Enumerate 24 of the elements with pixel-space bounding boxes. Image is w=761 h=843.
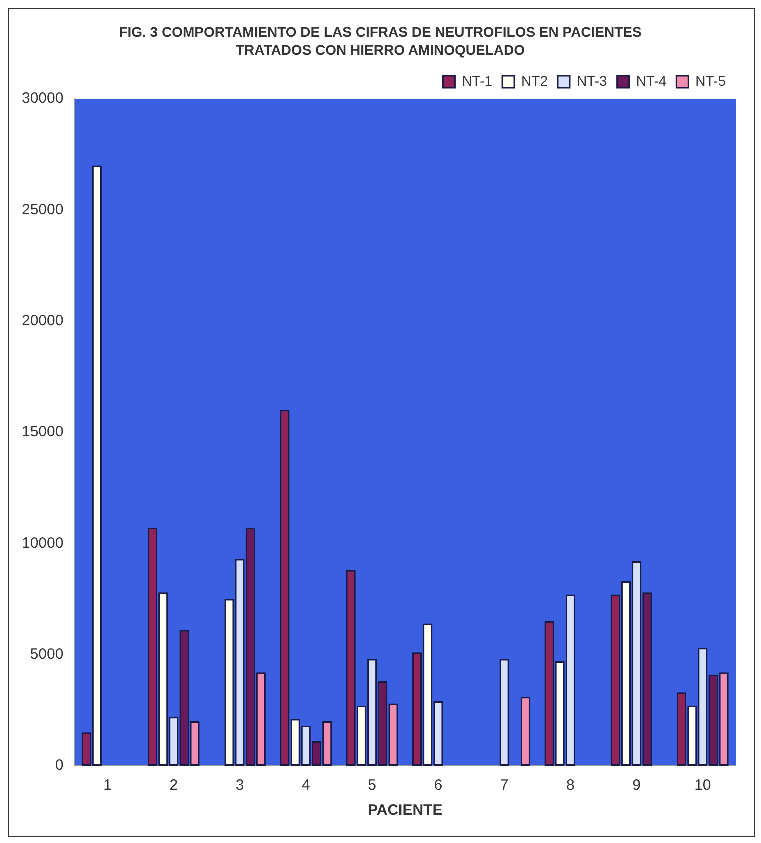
y-tick-label: 20000 bbox=[22, 312, 64, 330]
legend-label: NT-1 bbox=[462, 72, 493, 89]
chart-title: FIG. 3 COMPORTAMIENTO DE LAS CIFRAS DE NEUTROFILOS EN PACIENTES TRATADOS CON HIERRO AMINOQUELADO bbox=[119, 24, 642, 58]
legend-label: NT-4 bbox=[636, 72, 667, 89]
x-tick-label: 10 bbox=[694, 777, 712, 794]
x-tick-label: 1 bbox=[104, 777, 112, 794]
y-tick-label: 0 bbox=[55, 757, 64, 774]
y-tick-label: 15000 bbox=[22, 424, 64, 441]
y-tick-label: 5000 bbox=[30, 646, 64, 663]
legend-label: NT2 bbox=[522, 72, 548, 89]
y-tick-label: 25000 bbox=[22, 201, 64, 218]
legend-label: NT-3 bbox=[576, 72, 608, 89]
y-tick-label: 30000 bbox=[22, 90, 64, 108]
x-tick-label: 8 bbox=[566, 777, 575, 794]
x-tick-label: 7 bbox=[500, 777, 509, 794]
x-tick-label: 3 bbox=[236, 777, 244, 794]
legend-label: NT-5 bbox=[696, 72, 726, 89]
y-tick-label: 10000 bbox=[22, 534, 64, 552]
x-tick-label: 9 bbox=[632, 777, 641, 794]
x-tick-label: 4 bbox=[302, 777, 310, 794]
x-tick-label: 6 bbox=[434, 777, 443, 794]
x-tick-label: 2 bbox=[170, 777, 178, 794]
x-axis-title: PACIENTE bbox=[368, 802, 443, 820]
x-tick-label: 5 bbox=[368, 777, 376, 794]
